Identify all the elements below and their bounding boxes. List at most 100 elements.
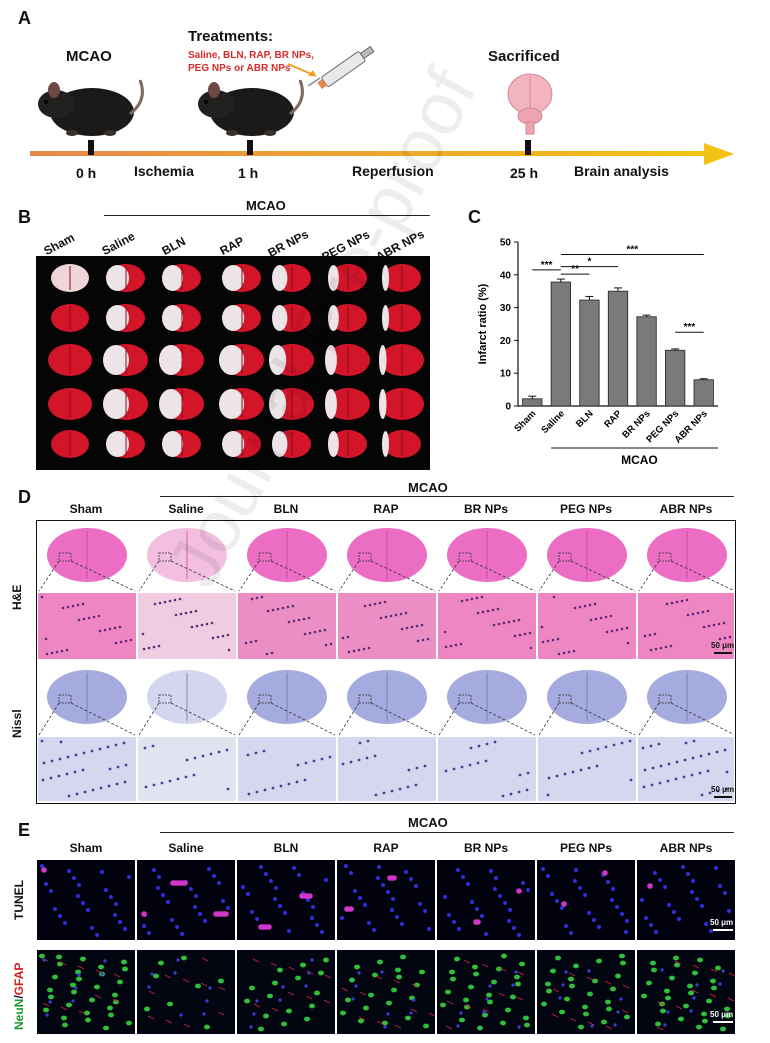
- brain-icon: [507, 73, 553, 135]
- ttc-slices: [48, 264, 424, 458]
- he-zoom-tile: [238, 593, 336, 659]
- ttc-slice: [162, 430, 201, 458]
- fluorescence-images: [37, 860, 736, 1034]
- ttc-slice: [219, 388, 264, 420]
- tunel-tile: [437, 860, 535, 940]
- x-tick-label: BLN: [574, 408, 596, 430]
- timeline-bar: [30, 151, 710, 156]
- tunel-tile: [337, 860, 435, 940]
- neun-gfap-tile: [637, 950, 736, 1034]
- panel-letter-b: B: [18, 207, 31, 227]
- ttc-slice: [328, 264, 367, 292]
- he-zoom-tile: [438, 593, 536, 659]
- time-0h: 0 h: [76, 165, 97, 181]
- he-zoom-tile: [38, 593, 136, 659]
- tunel-tile: [237, 860, 335, 940]
- nissl-overview-section: [238, 670, 336, 736]
- mcao-label: MCAO: [246, 198, 286, 213]
- nissl-overview-section: [438, 670, 536, 736]
- nissl-overview-section: [338, 670, 436, 736]
- ttc-slice: [269, 344, 314, 376]
- row-label-he: H&E: [10, 584, 24, 610]
- ttc-slice: [325, 388, 370, 420]
- bar: [579, 299, 600, 407]
- ttc-slice: [382, 264, 421, 292]
- x-tick-label: Saline: [539, 408, 567, 436]
- y-tick-label: 20: [500, 336, 512, 347]
- group-label-br-nps: BR NPs: [463, 502, 508, 516]
- row-label-neun-gfap: NeuN/GFAP: [12, 963, 26, 1030]
- ttc-slice: [269, 388, 314, 420]
- ttc-slice: [159, 344, 204, 376]
- y-tick-label: 0: [505, 402, 511, 413]
- arrow-icon: [287, 63, 317, 77]
- row-label-separator: /: [12, 995, 26, 999]
- bar: [550, 281, 571, 407]
- he-overview-section: [538, 528, 636, 592]
- mcao-bracket: [160, 496, 734, 497]
- bar: [665, 349, 686, 407]
- mcao-label: MCAO: [408, 815, 448, 830]
- histology-frame: [36, 520, 736, 804]
- ttc-slice: [325, 344, 370, 376]
- ttc-slice: [51, 264, 89, 292]
- group-label-rap: RAP: [373, 502, 399, 516]
- ttc-slice: [106, 304, 145, 332]
- nissl-zoom-tile: [338, 737, 436, 801]
- row-label-tunel: TUNEL: [12, 880, 26, 920]
- he-zoom-tile: [138, 593, 236, 659]
- x-tick-label: RAP: [602, 408, 624, 430]
- panel-letter-d: D: [18, 487, 31, 507]
- mouse-image: [38, 79, 144, 136]
- scale-bar: [713, 1021, 733, 1023]
- neun-gfap-tile: [337, 950, 436, 1034]
- group-label-sham: Sham: [69, 841, 103, 855]
- nissl-overview-section: [538, 670, 636, 736]
- ttc-slice: [48, 388, 92, 420]
- panel-letter-c: C: [468, 207, 481, 227]
- ttc-slice: [103, 388, 148, 420]
- nissl-overview-section: [38, 670, 136, 736]
- ttc-slice: [219, 344, 264, 376]
- he-zoom-tile: [538, 593, 636, 659]
- nissl-zoom-tile: [138, 737, 236, 801]
- bar: [522, 398, 543, 407]
- tunel-tile: [137, 860, 235, 940]
- group-label-sham: Sham: [41, 230, 77, 258]
- neun-gfap-tile: [437, 950, 535, 1034]
- sacrificed-label: Sacrificed: [488, 48, 560, 65]
- bar: [607, 290, 629, 407]
- scale-bar-label: 50 μm: [710, 1010, 734, 1019]
- group-label-rap: RAP: [217, 233, 247, 258]
- scale-bar-label: 50 μm: [710, 918, 734, 927]
- significance-label: **: [571, 264, 579, 275]
- ttc-slice: [272, 304, 311, 332]
- ttc-slice: [328, 304, 367, 332]
- ttc-slice: [162, 304, 201, 332]
- y-tick-label: 30: [500, 303, 512, 314]
- he-overview-section: [38, 528, 136, 592]
- treatments-line-1: Saline, BLN, RAP, BR NPs,: [188, 50, 314, 61]
- y-tick-label: 10: [500, 369, 512, 380]
- ttc-slice: [51, 304, 89, 332]
- time-1h: 1 h: [238, 165, 259, 181]
- y-tick-label: 50: [500, 238, 512, 249]
- bar: [636, 316, 657, 407]
- infarct-ratio-chart: 0 10 20 30 40 50 Infarct ratio (%) Sham Saline BL…: [477, 238, 718, 467]
- ttc-slice: [103, 344, 148, 376]
- nissl-zoom-tile: [538, 737, 636, 801]
- group-label-rap: RAP: [373, 841, 399, 855]
- ttc-slice: [106, 264, 145, 292]
- ttc-slice: [106, 430, 145, 458]
- nissl-overview-section: [638, 670, 736, 736]
- timeline-tick: [525, 140, 531, 155]
- nissl-zoom-tile: [238, 737, 336, 801]
- timeline-tick: [247, 140, 253, 155]
- group-label-abr-nps: ABR NPs: [659, 841, 713, 855]
- ttc-brain-slices-image: [36, 256, 430, 470]
- significance-label: ***: [541, 260, 553, 271]
- nissl-overview-section: [138, 670, 236, 736]
- ischemia-label: Ischemia: [134, 163, 194, 179]
- scale-bar-label: 50 μm: [711, 641, 735, 650]
- group-label-peg-nps: PEG NPs: [559, 841, 613, 855]
